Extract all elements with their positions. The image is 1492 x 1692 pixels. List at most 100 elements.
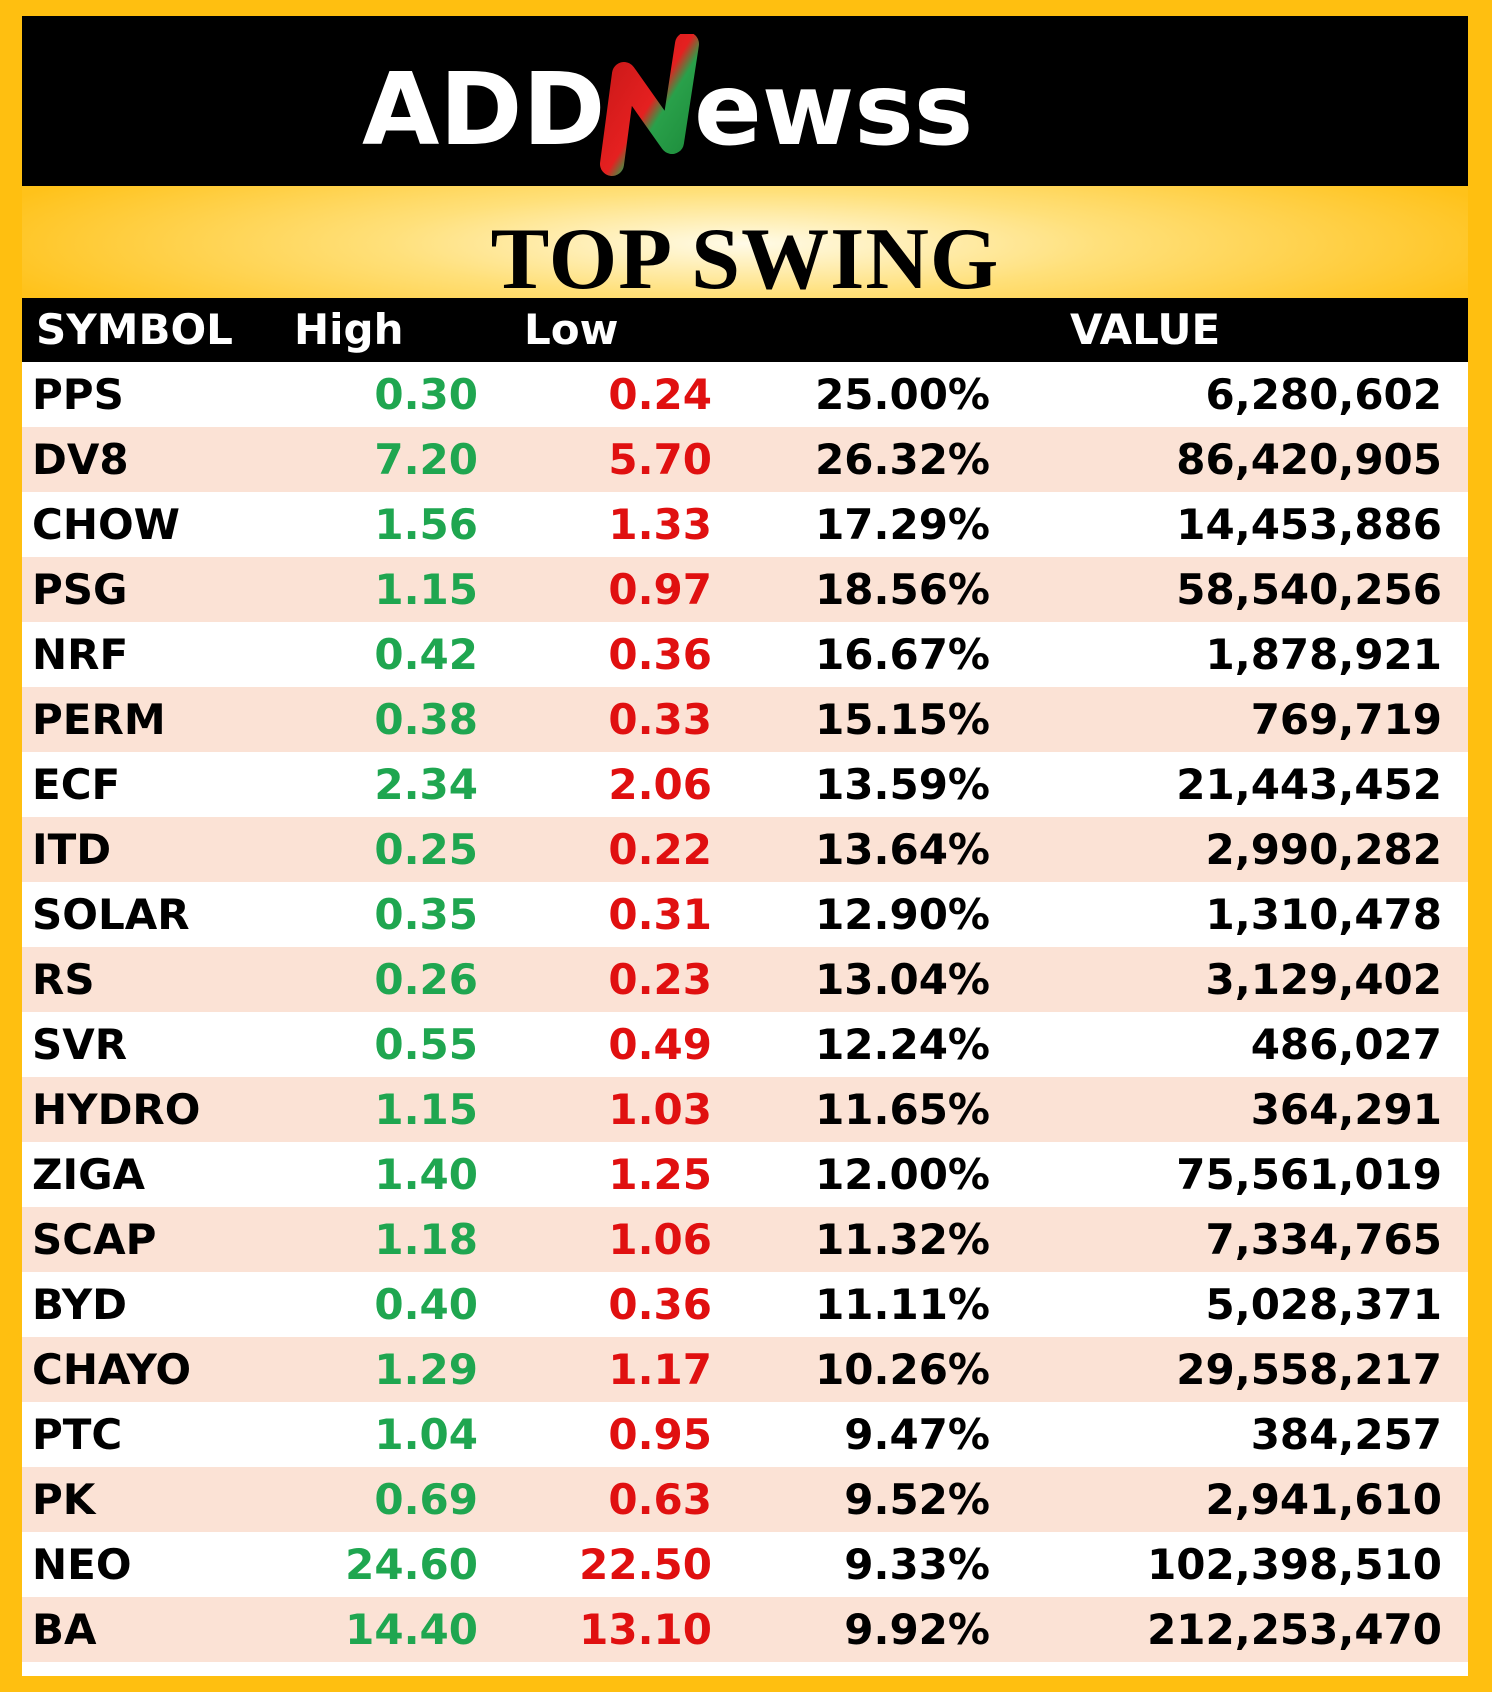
value-cell: 7,334,765 <box>1205 1215 1442 1264</box>
percent-cell: 9.47% <box>844 1410 990 1459</box>
table-row: ITD 0.25 0.22 13.64% 2,990,282 <box>22 817 1468 882</box>
table-row: PERM 0.38 0.33 15.15% 769,719 <box>22 687 1468 752</box>
table-row: PSG 1.15 0.97 18.56% 58,540,256 <box>22 557 1468 622</box>
high-cell: 0.26 <box>374 955 478 1004</box>
low-cell: 0.49 <box>608 1020 712 1069</box>
value-cell: 86,420,905 <box>1176 435 1442 484</box>
high-cell: 0.35 <box>374 890 478 939</box>
symbol-cell: CHOW <box>32 500 181 549</box>
table-header: SYMBOL High Low VALUE <box>22 298 1468 362</box>
value-cell: 102,398,510 <box>1147 1540 1442 1589</box>
percent-cell: 9.52% <box>844 1475 990 1524</box>
percent-cell: 12.90% <box>815 890 990 939</box>
title-band: TOP SWING <box>22 186 1468 314</box>
percent-cell: 10.26% <box>815 1345 990 1394</box>
value-cell: 2,941,610 <box>1205 1475 1442 1524</box>
percent-cell: 12.24% <box>815 1020 990 1069</box>
table-row: SOLAR 0.35 0.31 12.90% 1,310,478 <box>22 882 1468 947</box>
high-cell: 0.25 <box>374 825 478 874</box>
high-cell: 7.20 <box>374 435 478 484</box>
high-cell: 1.15 <box>374 1085 478 1134</box>
addnewss-logo: ADD ewss <box>362 34 973 176</box>
percent-cell: 26.32% <box>815 435 990 484</box>
high-cell: 0.55 <box>374 1020 478 1069</box>
low-cell: 1.03 <box>608 1085 712 1134</box>
symbol-cell: PK <box>32 1475 96 1524</box>
page-title: TOP SWING <box>490 211 1000 308</box>
percent-cell: 16.67% <box>815 630 990 679</box>
symbol-cell: ZIGA <box>32 1150 146 1199</box>
high-cell: 1.15 <box>374 565 478 614</box>
table-row: CHOW 1.56 1.33 17.29% 14,453,886 <box>22 492 1468 557</box>
table-row: BA 14.40 13.10 9.92% 212,253,470 <box>22 1597 1468 1662</box>
value-cell: 21,443,452 <box>1176 760 1442 809</box>
header-low: Low <box>524 305 619 354</box>
percent-cell: 9.92% <box>844 1605 990 1654</box>
high-cell: 14.40 <box>345 1605 478 1654</box>
value-cell: 769,719 <box>1250 695 1442 744</box>
percent-cell: 17.29% <box>815 500 990 549</box>
value-cell: 14,453,886 <box>1176 500 1442 549</box>
percent-cell: 13.04% <box>815 955 990 1004</box>
value-cell: 212,253,470 <box>1147 1605 1442 1654</box>
table-row: ECF 2.34 2.06 13.59% 21,443,452 <box>22 752 1468 817</box>
symbol-cell: PPS <box>32 370 124 419</box>
low-cell: 0.36 <box>608 1280 712 1329</box>
symbol-cell: BA <box>32 1605 97 1654</box>
header-value: VALUE <box>1070 305 1221 354</box>
symbol-cell: NRF <box>32 630 129 679</box>
low-cell: 0.22 <box>608 825 712 874</box>
table-row: NRF 0.42 0.36 16.67% 1,878,921 <box>22 622 1468 687</box>
high-cell: 1.29 <box>374 1345 478 1394</box>
low-cell: 0.36 <box>608 630 712 679</box>
table-row: PK 0.69 0.63 9.52% 2,941,610 <box>22 1467 1468 1532</box>
symbol-cell: CHAYO <box>32 1345 192 1394</box>
low-cell: 0.97 <box>608 565 712 614</box>
header-symbol: SYMBOL <box>36 305 233 354</box>
low-cell: 0.23 <box>608 955 712 1004</box>
table-row: PPS 0.30 0.24 25.00% 6,280,602 <box>22 362 1468 427</box>
table-row: RS 0.26 0.23 13.04% 3,129,402 <box>22 947 1468 1012</box>
table-body: PPS 0.30 0.24 25.00% 6,280,602 DV8 7.20 5.70 26.… <box>22 362 1468 1662</box>
value-cell: 6,280,602 <box>1205 370 1442 419</box>
percent-cell: 13.59% <box>815 760 990 809</box>
value-cell: 29,558,217 <box>1176 1345 1442 1394</box>
percent-cell: 25.00% <box>815 370 990 419</box>
value-cell: 75,561,019 <box>1176 1150 1442 1199</box>
low-cell: 13.10 <box>579 1605 712 1654</box>
percent-cell: 11.65% <box>815 1085 990 1134</box>
percent-cell: 9.33% <box>844 1540 990 1589</box>
table-row: NEO 24.60 22.50 9.33% 102,398,510 <box>22 1532 1468 1597</box>
percent-cell: 12.00% <box>815 1150 990 1199</box>
symbol-cell: PERM <box>32 695 166 744</box>
logo-n-mark <box>600 34 699 176</box>
low-cell: 1.06 <box>608 1215 712 1264</box>
symbol-cell: SVR <box>32 1020 128 1069</box>
symbol-cell: NEO <box>32 1540 132 1589</box>
low-cell: 0.95 <box>608 1410 712 1459</box>
table-row: SCAP 1.18 1.06 11.32% 7,334,765 <box>22 1207 1468 1272</box>
value-cell: 364,291 <box>1250 1085 1442 1134</box>
high-cell: 24.60 <box>345 1540 478 1589</box>
symbol-cell: SCAP <box>32 1215 157 1264</box>
table-row: PTC 1.04 0.95 9.47% 384,257 <box>22 1402 1468 1467</box>
value-cell: 5,028,371 <box>1205 1280 1442 1329</box>
swing-table-card: ADD ewss TOP SWING SYMBOL High Low VALUE… <box>22 16 1468 1676</box>
high-cell: 0.42 <box>374 630 478 679</box>
percent-cell: 13.64% <box>815 825 990 874</box>
low-cell: 1.25 <box>608 1150 712 1199</box>
value-cell: 58,540,256 <box>1176 565 1442 614</box>
header-high: High <box>294 305 404 354</box>
value-cell: 1,878,921 <box>1205 630 1442 679</box>
symbol-cell: PSG <box>32 565 128 614</box>
symbol-cell: ITD <box>32 825 112 874</box>
table-row: DV8 7.20 5.70 26.32% 86,420,905 <box>22 427 1468 492</box>
table-row: ZIGA 1.40 1.25 12.00% 75,561,019 <box>22 1142 1468 1207</box>
symbol-cell: ECF <box>32 760 121 809</box>
value-cell: 2,990,282 <box>1205 825 1442 874</box>
high-cell: 1.04 <box>374 1410 478 1459</box>
low-cell: 0.63 <box>608 1475 712 1524</box>
symbol-cell: PTC <box>32 1410 123 1459</box>
high-cell: 1.18 <box>374 1215 478 1264</box>
table-row: CHAYO 1.29 1.17 10.26% 29,558,217 <box>22 1337 1468 1402</box>
